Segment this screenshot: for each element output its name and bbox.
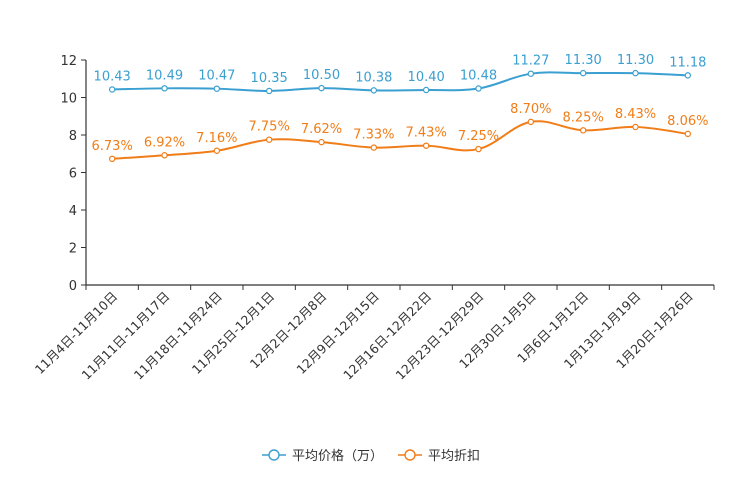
data-point[interactable] (370, 87, 378, 94)
data-point[interactable] (370, 144, 378, 151)
series-line (112, 120, 688, 160)
data-label: 7.62% (301, 122, 342, 137)
data-label: 6.73% (92, 139, 133, 154)
data-label: 7.75% (249, 120, 290, 135)
y-tick-label: 12 (60, 54, 77, 69)
x-tick-label: 12月16日-12月22日 (340, 289, 434, 383)
legend-marker-icon (404, 449, 416, 461)
data-point[interactable] (265, 136, 273, 143)
series-group: 10.43 10.49 10.47 10.35 10.50 10.38 10.40 10.48… (92, 53, 708, 163)
data-label: 10.50 (303, 68, 340, 83)
legend-marker-icon (268, 449, 280, 461)
series-0: 10.43 10.49 10.47 10.35 10.50 10.38 10.40 10.48… (94, 53, 706, 95)
legend-label: 平均折扣 (428, 449, 480, 464)
data-point[interactable] (108, 86, 116, 93)
data-point[interactable] (684, 72, 692, 79)
data-label: 10.49 (146, 68, 183, 83)
data-label: 11.30 (565, 53, 602, 68)
data-label: 10.40 (408, 70, 445, 85)
data-label: 11.18 (669, 55, 706, 70)
data-point[interactable] (632, 69, 639, 77)
series-1: 6.73% 6.92% 7.16% 7.75% 7.62% 7.33% 7.43% 7.25%… (92, 102, 708, 163)
series-line (112, 71, 688, 92)
data-label: 7.16% (196, 131, 237, 146)
y-tick-label: 8 (69, 129, 77, 144)
y-tick-label: 4 (69, 204, 77, 219)
data-label: 10.47 (198, 69, 235, 84)
y-tick-label: 6 (69, 167, 77, 182)
data-label: 6.92% (144, 135, 185, 150)
data-label: 8.70% (510, 102, 551, 117)
data-point[interactable] (161, 152, 168, 159)
data-point[interactable] (265, 87, 273, 95)
data-point[interactable] (422, 142, 430, 149)
data-point[interactable] (632, 123, 639, 131)
x-tick-label: 11月18日-11月24日 (131, 289, 225, 383)
x-axis-ticks: 11月4日-11月10日11月11日-11月17日11月18日-11月24日11… (32, 285, 715, 383)
y-tick-label: 10 (60, 92, 77, 107)
data-label: 8.25% (563, 110, 604, 125)
data-point[interactable] (213, 85, 221, 92)
data-point[interactable] (579, 127, 587, 134)
x-tick-label: 11月11日-11月17日 (78, 289, 172, 383)
data-point[interactable] (684, 130, 692, 138)
data-point[interactable] (422, 86, 430, 94)
data-label: 11.30 (617, 53, 654, 68)
data-label: 10.38 (355, 70, 392, 85)
data-point[interactable] (527, 70, 535, 77)
data-point[interactable] (318, 84, 325, 92)
legend-label: 平均价格（万） (292, 448, 383, 464)
data-label: 10.43 (94, 69, 131, 84)
data-label: 7.43% (406, 126, 447, 141)
data-label: 7.33% (353, 128, 394, 143)
data-point[interactable] (475, 145, 482, 153)
data-point[interactable] (527, 118, 535, 126)
x-tick-label: 12月23日-12月29日 (392, 289, 486, 383)
data-label: 7.25% (458, 129, 499, 144)
data-label: 11.27 (512, 54, 549, 69)
data-point[interactable] (161, 85, 168, 92)
legend-item-1[interactable]: 平均折扣 (398, 449, 480, 464)
y-tick-label: 0 (69, 279, 77, 294)
data-label: 10.48 (460, 69, 497, 84)
data-point[interactable] (579, 69, 587, 77)
legend: 平均价格（万） 平均折扣 (262, 448, 480, 464)
data-point[interactable] (108, 155, 116, 163)
data-label: 8.06% (667, 114, 708, 129)
axes (85, 60, 714, 286)
data-label: 10.35 (251, 71, 288, 86)
y-tick-label: 2 (69, 242, 77, 257)
data-label: 8.43% (615, 107, 656, 122)
y-axis-ticks: 0 2 4 6 8 10 12 (60, 54, 86, 294)
data-point[interactable] (318, 138, 325, 146)
legend-item-0[interactable]: 平均价格（万） (262, 448, 383, 464)
data-point[interactable] (475, 85, 482, 92)
data-point[interactable] (213, 147, 221, 154)
